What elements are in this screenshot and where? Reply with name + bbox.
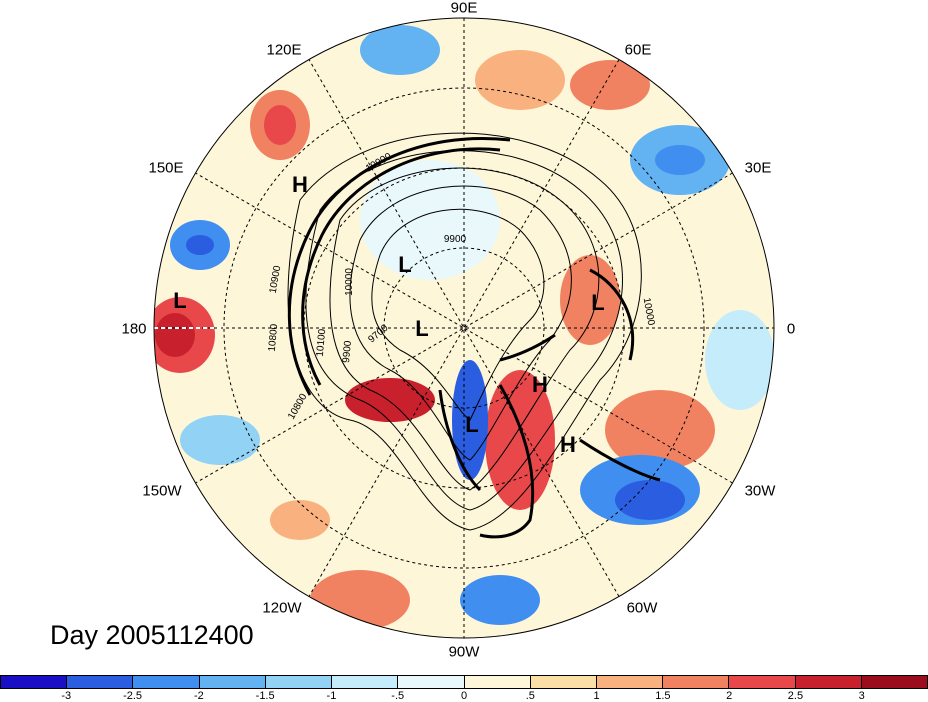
- contour-label: 9900: [444, 234, 467, 245]
- pressure-marker: H: [532, 372, 548, 397]
- colorbar-swatch: [861, 676, 928, 688]
- contour-label: 10800: [267, 323, 280, 352]
- pressure-marker: L: [591, 290, 604, 315]
- longitude-label-180: 180: [121, 320, 147, 338]
- colorbar-swatch: [729, 676, 796, 688]
- pressure-marker: L: [415, 316, 428, 341]
- longitude-label-60w: 60W: [626, 599, 658, 617]
- colorbar-swatch: [795, 676, 862, 688]
- longitude-label-120e: 120E: [266, 41, 302, 59]
- colorbar-tick-label: 2.5: [787, 690, 804, 702]
- colorbar-swatch: [67, 676, 134, 688]
- longitude-label-90e: 90E: [450, 0, 478, 17]
- contour-label: 10000: [641, 297, 657, 327]
- colorbar-tick-label: -1: [326, 690, 337, 702]
- pressure-marker: H: [292, 172, 308, 197]
- colorbar: [0, 675, 928, 689]
- colorbar-tick-label: 0: [460, 690, 468, 702]
- pressure-marker: L: [173, 288, 186, 313]
- colorbar-swatch: [398, 676, 465, 688]
- pressure-marker: H: [560, 432, 576, 457]
- graticule: [154, 18, 774, 638]
- contour-label: 10100: [315, 328, 328, 357]
- longitude-label-150e: 150E: [148, 159, 184, 177]
- longitude-label-30e: 30E: [744, 159, 772, 177]
- map-title: Day 2005112400: [50, 620, 254, 650]
- colorbar-tick-label: -3: [61, 690, 72, 702]
- colorbar-swatch: [265, 676, 333, 688]
- colorbar-tick-label: .5: [525, 690, 535, 702]
- longitude-label-90w: 90W: [448, 643, 480, 661]
- longitude-label-30w: 30W: [744, 482, 776, 500]
- colorbar-tick-label: 2: [726, 690, 733, 702]
- longitude-label-0: 0: [786, 320, 796, 338]
- colorbar-swatch: [133, 676, 200, 688]
- colorbar-swatch: [464, 676, 531, 688]
- colorbar-tick-label: 1: [593, 690, 600, 702]
- colorbar-tick-label: -1.5: [255, 690, 275, 702]
- colorbar-swatch: [1, 676, 68, 688]
- contour-label: 9900: [341, 340, 354, 364]
- colorbar-tick-label: -2: [193, 690, 204, 702]
- colorbar-swatch: [663, 676, 730, 688]
- longitude-label-150w: 150W: [142, 482, 182, 500]
- pressure-marker: L: [465, 412, 478, 437]
- longitude-label-60e: 60E: [624, 41, 652, 59]
- colorbar-swatch: [530, 676, 597, 688]
- jet-contours: [287, 137, 661, 539]
- map-border: [153, 17, 775, 639]
- pressure-marker: L: [398, 252, 411, 277]
- colorbar-swatch: [332, 676, 399, 688]
- colorbar-tick-label: 3: [858, 690, 865, 702]
- contour-label: 10900: [268, 264, 284, 294]
- contour-label: 10000: [344, 268, 355, 296]
- colorbar-tick-label: -2.5: [123, 690, 143, 702]
- colorbar-tick-label: -.5: [391, 690, 405, 702]
- colorbar-swatch: [199, 676, 266, 688]
- colorbar-tick-label: 1.5: [655, 690, 671, 702]
- longitude-label-120w: 120W: [262, 599, 302, 617]
- colorbar-swatch: [596, 676, 664, 688]
